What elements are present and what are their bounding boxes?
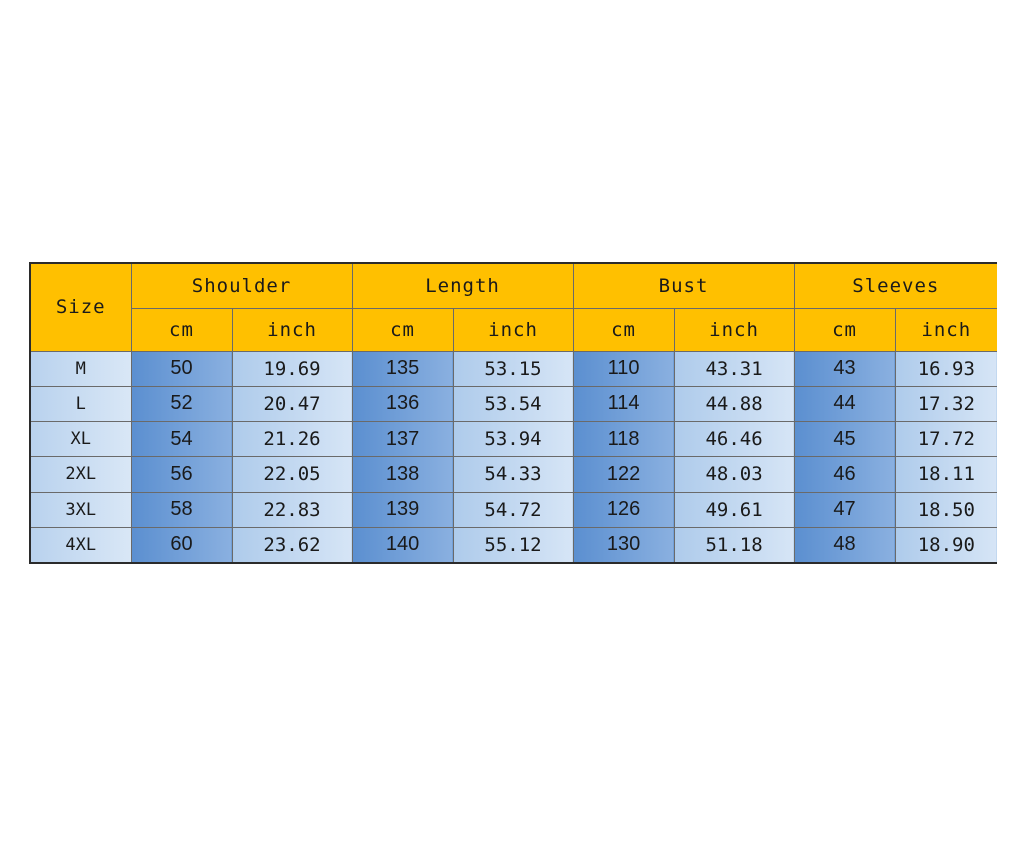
length-inch-cell: 53.15 <box>452 350 574 387</box>
bust-cm-cell: 130 <box>572 526 675 564</box>
header-row-groups: Size Shoulder Length Bust Sleeves <box>29 262 998 352</box>
size-cell: M <box>29 350 132 387</box>
bust-cm-cell: 110 <box>572 350 675 387</box>
shoulder-inch-cell: 22.05 <box>231 456 353 493</box>
bust-cm-cell: 118 <box>572 421 675 458</box>
table-row: 3XL 58 22.83 139 54.72 126 49.61 47 18.50 <box>29 491 998 528</box>
unit-header-cm: cm <box>351 308 454 352</box>
sleeves-cm-cell: 48 <box>793 526 896 564</box>
table-row: 2XL 56 22.05 138 54.33 122 48.03 46 18.11 <box>29 456 998 493</box>
size-cell: 4XL <box>29 526 132 564</box>
bust-inch-cell: 46.46 <box>673 421 795 458</box>
shoulder-inch-cell: 19.69 <box>231 350 353 387</box>
group-header-bust: Bust <box>572 262 795 310</box>
sleeves-inch-cell: 18.90 <box>894 526 998 564</box>
bust-cm-cell: 122 <box>572 456 675 493</box>
table-row: XL 54 21.26 137 53.94 118 46.46 45 17.72 <box>29 421 998 458</box>
length-cm-cell: 136 <box>351 385 454 423</box>
shoulder-cm-cell: 58 <box>130 491 233 528</box>
header-row-units: cm inch cm inch cm inch cm inch <box>30 308 998 352</box>
sleeves-cm-cell: 43 <box>793 350 896 387</box>
bust-inch-cell: 49.61 <box>673 491 795 528</box>
length-inch-cell: 55.12 <box>452 526 574 564</box>
table-row: M 50 19.69 135 53.15 110 43.31 43 16.93 <box>29 350 998 387</box>
length-inch-cell: 54.33 <box>452 456 574 493</box>
sleeves-inch-cell: 18.11 <box>894 456 998 493</box>
length-cm-cell: 137 <box>351 421 454 458</box>
shoulder-inch-cell: 20.47 <box>231 385 353 423</box>
unit-header-cm: cm <box>572 308 675 352</box>
table-row: 4XL 60 23.62 140 55.12 130 51.18 48 18.90 <box>29 526 998 564</box>
shoulder-inch-cell: 22.83 <box>231 491 353 528</box>
group-header-sleeves: Sleeves <box>793 262 998 310</box>
sleeves-inch-cell: 17.32 <box>894 385 998 423</box>
size-cell: 2XL <box>29 456 132 493</box>
bust-inch-cell: 43.31 <box>673 350 795 387</box>
unit-header-cm: cm <box>130 308 233 352</box>
unit-header-inch: inch <box>894 308 998 352</box>
shoulder-cm-cell: 54 <box>130 421 233 458</box>
length-inch-cell: 53.54 <box>452 385 574 423</box>
sleeves-inch-cell: 17.72 <box>894 421 998 458</box>
length-inch-cell: 53.94 <box>452 421 574 458</box>
sleeves-cm-cell: 46 <box>793 456 896 493</box>
sleeves-cm-cell: 47 <box>793 491 896 528</box>
bust-inch-cell: 51.18 <box>673 526 795 564</box>
size-chart-table: Size Shoulder Length Bust Sleeves cm inc… <box>29 262 998 564</box>
shoulder-cm-cell: 50 <box>130 350 233 387</box>
unit-header-inch: inch <box>673 308 795 352</box>
size-cell: 3XL <box>29 491 132 528</box>
length-cm-cell: 138 <box>351 456 454 493</box>
unit-header-inch: inch <box>231 308 353 352</box>
length-inch-cell: 54.72 <box>452 491 574 528</box>
sleeves-inch-cell: 16.93 <box>894 350 998 387</box>
size-cell: L <box>29 385 132 423</box>
shoulder-inch-cell: 23.62 <box>231 526 353 564</box>
length-cm-cell: 139 <box>351 491 454 528</box>
shoulder-cm-cell: 60 <box>130 526 233 564</box>
bust-inch-cell: 48.03 <box>673 456 795 493</box>
bust-cm-cell: 114 <box>572 385 675 423</box>
length-cm-cell: 140 <box>351 526 454 564</box>
bust-inch-cell: 44.88 <box>673 385 795 423</box>
sleeves-inch-cell: 18.50 <box>894 491 998 528</box>
shoulder-inch-cell: 21.26 <box>231 421 353 458</box>
table-row: L 52 20.47 136 53.54 114 44.88 44 17.32 <box>29 385 998 423</box>
bust-cm-cell: 126 <box>572 491 675 528</box>
unit-header-inch: inch <box>452 308 574 352</box>
group-header-shoulder: Shoulder <box>130 262 353 310</box>
sleeves-cm-cell: 44 <box>793 385 896 423</box>
unit-header-cm: cm <box>793 308 896 352</box>
length-cm-cell: 135 <box>351 350 454 387</box>
shoulder-cm-cell: 52 <box>130 385 233 423</box>
size-column-header: Size <box>29 262 132 352</box>
shoulder-cm-cell: 56 <box>130 456 233 493</box>
sleeves-cm-cell: 45 <box>793 421 896 458</box>
size-cell: XL <box>29 421 132 458</box>
group-header-length: Length <box>351 262 574 310</box>
